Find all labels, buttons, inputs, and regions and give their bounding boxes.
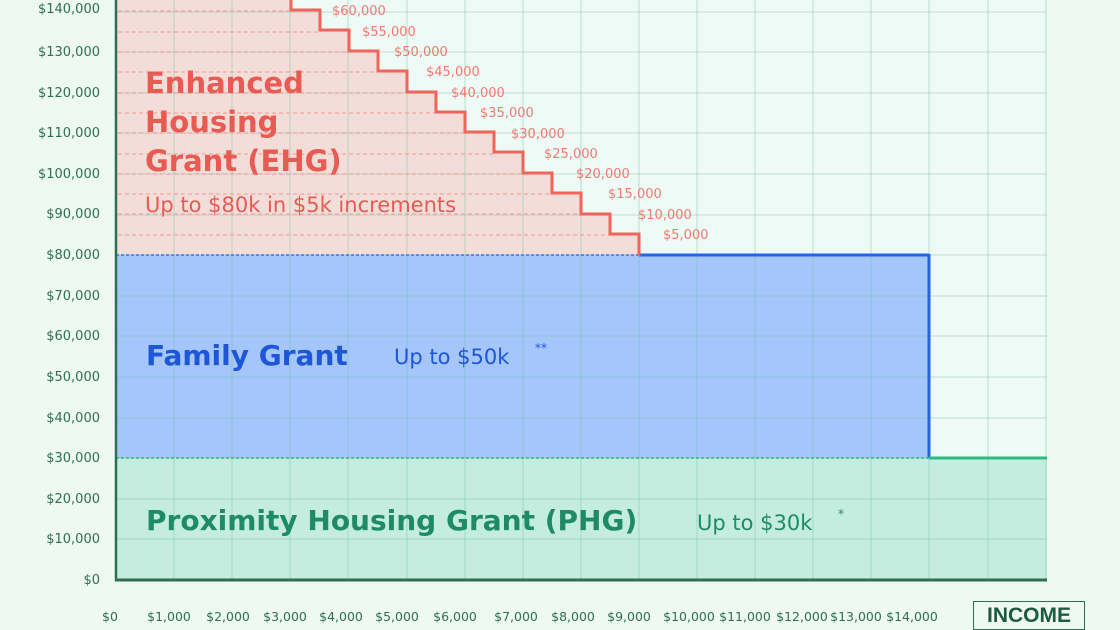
y-tick: $20,000 [46,492,100,507]
y-tick: $40,000 [46,411,100,426]
x-tick: $2,000 [206,609,250,624]
ehg-subtitle: Up to $80k in $5k increments [145,193,456,217]
ehg-title-line1: Enhanced [145,66,304,100]
family-grant-footnote-mark: ** [535,341,547,355]
x-axis-title: INCOME [973,601,1085,630]
step-label: $30,000 [511,127,565,142]
x-tick: $7,000 [494,609,538,624]
step-label: $50,000 [394,45,448,60]
step-label: $35,000 [480,106,534,121]
y-tick: $80,000 [46,248,100,263]
y-tick: $110,000 [38,126,100,141]
step-label: $55,000 [362,25,416,40]
phg-title: Proximity Housing Grant (PHG) [146,504,637,537]
ehg-label: Enhanced Housing Grant (EHG) Up to $80k … [145,66,456,217]
x-tick: $10,000 [663,609,715,624]
x-tick: $11,000 [719,609,771,624]
step-label: $25,000 [544,147,598,162]
step-label: $5,000 [663,228,709,243]
x-tick: $1,000 [147,609,191,624]
step-label: $20,000 [576,167,630,182]
y-axis-labels: $0 $10,000 $20,000 $30,000 $40,000 $50,0… [38,2,100,588]
y-tick: $0 [83,573,100,588]
family-grant-title: Family Grant [146,339,348,372]
y-tick: $10,000 [46,532,100,547]
x-tick: $14,000 [886,609,938,624]
x-tick: $9,000 [607,609,651,624]
y-tick: $50,000 [46,370,100,385]
step-label: $15,000 [608,187,662,202]
phg-footnote-mark: * [838,507,844,521]
step-label: $40,000 [451,86,505,101]
y-tick: $130,000 [38,45,100,60]
ehg-step-labels: $60,000 $55,000 $50,000 $45,000 $40,000 … [332,4,709,243]
x-tick: $5,000 [375,609,419,624]
y-tick: $120,000 [38,86,100,101]
phg-area [116,458,1047,580]
family-grant-subtitle: Up to $50k [394,345,510,369]
phg-label: Proximity Housing Grant (PHG) Up to $30k… [146,504,844,537]
y-tick: $30,000 [46,451,100,466]
y-tick: $70,000 [46,289,100,304]
family-grant-label: Family Grant Up to $50k ** [146,339,547,372]
x-tick: $3,000 [263,609,307,624]
step-label: $45,000 [426,65,480,80]
x-tick: $12,000 [776,609,828,624]
ehg-step-line [289,0,641,256]
ehg-title-line2: Housing [145,105,278,139]
step-label: $60,000 [332,4,386,19]
x-tick: $8,000 [551,609,595,624]
x-tick: $13,000 [830,609,882,624]
ehg-increment-lines [118,10,610,236]
ehg-area [116,0,639,255]
y-tick: $60,000 [46,329,100,344]
x-tick: $4,000 [319,609,363,624]
family-grant-area [116,255,929,458]
y-tick: $90,000 [46,207,100,222]
x-tick: $6,000 [433,609,477,624]
y-tick: $140,000 [38,2,100,17]
ehg-title-line3: Grant (EHG) [145,144,342,178]
x-axis-labels: $0 $1,000 $2,000 $3,000 $4,000 $5,000 $6… [102,609,938,624]
phg-subtitle: Up to $30k [697,511,813,535]
y-tick: $100,000 [38,167,100,182]
x-tick: $0 [102,609,118,624]
step-label: $10,000 [638,208,692,223]
